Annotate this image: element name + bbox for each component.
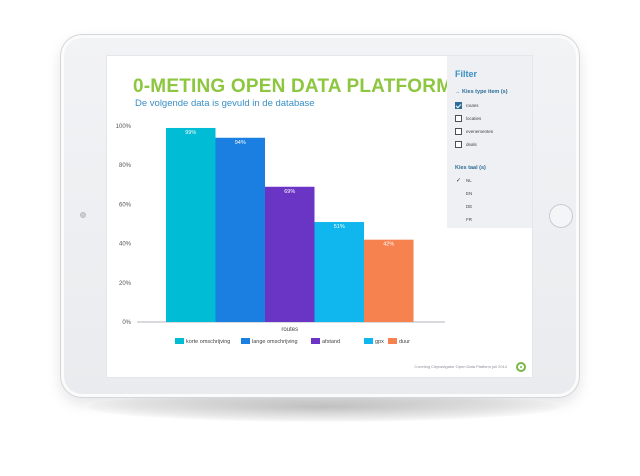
home-button[interactable] [549,204,573,228]
legend-swatch [241,338,250,344]
legend-swatch [175,338,184,344]
y-tick-label: 40% [119,242,132,248]
tablet-screen: 0-METING OPEN DATA PLATFORM De volgende … [106,55,533,378]
lang-option-label: DE [466,203,473,209]
data-label: 42% [383,242,394,248]
legend-label: duur [399,339,410,345]
type-option-label: evenementen [466,128,494,134]
footer-text: 0-meting Citynavigator Open Data Platfor… [414,364,508,369]
bar-lange-omschrijving [215,137,265,322]
citynavigator-logo-icon [516,362,526,372]
type-option-label: locaties [466,115,482,121]
y-tick-label: 80% [119,163,132,169]
y-tick-label: 60% [119,202,132,208]
type-filter-heading: → Kies type item (s) [455,89,508,95]
lang-option-label: EN [466,190,473,196]
lang-option-de[interactable]: DE [455,201,472,211]
filter-panel: Filter → Kies type item (s) routes locat… [447,56,532,228]
bar-gpx [314,222,364,322]
legend-label: lange omschrijving [252,339,298,345]
camera-icon [80,212,86,218]
lang-option-en[interactable]: EN [455,188,472,198]
legend-label: gpx [375,339,384,345]
type-option-routes[interactable]: routes [455,100,479,110]
checkbox-icon[interactable] [455,114,462,122]
lang-option-nl[interactable]: ✓ NL [455,175,472,185]
data-label: 94% [235,140,246,146]
lang-option-fr[interactable]: FR [455,214,472,224]
bar-chart: 0% 20% 40% 60% 80% 100% 99% 94% 69% 51% 42% routes k… [116,124,445,345]
y-tick-label: 20% [119,281,132,287]
type-option-label: routes [466,102,479,108]
data-label: 69% [284,189,295,195]
data-label: 99% [185,130,196,136]
legend-label: afstand [322,339,340,345]
data-label: 51% [334,224,345,230]
checkmark-icon: ✓ [455,177,462,184]
type-option-evenementen[interactable]: evenementen [455,126,493,136]
type-option-locaties[interactable]: locaties [455,113,481,123]
checkbox-icon[interactable] [455,140,462,148]
lang-option-label: NL [466,177,472,183]
bar-afstand [265,186,315,322]
y-tick-label: 0% [122,320,131,326]
y-tick-label: 100% [116,124,132,130]
legend-swatch [388,338,397,344]
legend-label: korte omschrijving [186,339,230,345]
checkbox-checked-icon[interactable] [455,101,462,109]
type-option-label: deals [466,141,477,147]
legend-swatch [311,338,320,344]
type-option-deals[interactable]: deals [455,139,477,149]
legend-swatch [364,338,373,344]
page-subtitle: De volgende data is gevuld in de databas… [135,98,315,109]
lang-filter-heading: Kies taal (s) [455,165,486,171]
checkbox-icon[interactable] [455,127,462,135]
x-axis-label: routes [281,327,298,333]
lang-option-label: FR [466,216,472,222]
filter-title: Filter [455,69,478,79]
bar-duur [364,239,414,322]
bar-korte-omschrijving [166,127,216,323]
page-title: 0-METING OPEN DATA PLATFORM [133,76,453,97]
